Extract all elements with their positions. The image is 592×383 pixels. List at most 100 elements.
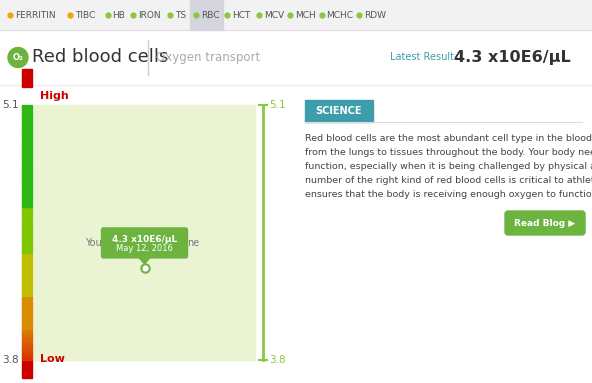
Bar (22, 211, 32, 214)
Bar (22, 339, 32, 342)
Bar (22, 186, 32, 189)
Bar (22, 173, 32, 177)
Bar (22, 331, 32, 334)
Bar (22, 257, 32, 260)
Bar (22, 237, 32, 240)
Text: O₂: O₂ (12, 53, 23, 62)
Bar (22, 120, 32, 123)
Bar (22, 183, 32, 187)
Text: Read Blog ▶: Read Blog ▶ (514, 218, 575, 228)
Bar (22, 128, 32, 131)
Bar (22, 158, 32, 161)
Text: FERRITIN: FERRITIN (15, 10, 56, 20)
Bar (22, 293, 32, 296)
Bar (22, 283, 32, 286)
Bar (22, 112, 32, 115)
Bar (22, 232, 32, 235)
Text: from the lungs to tissues throughout the body. Your body needs oxygen to: from the lungs to tissues throughout the… (305, 148, 592, 157)
Bar (22, 224, 32, 228)
Bar (22, 194, 32, 197)
Bar (22, 201, 32, 205)
Bar (22, 357, 32, 360)
Bar (22, 153, 32, 156)
Text: MCHC: MCHC (327, 10, 353, 20)
Bar (22, 196, 32, 199)
Bar (22, 217, 32, 220)
Bar (0, 0, 592, 30)
Bar (22, 245, 32, 248)
Bar (22, 288, 32, 291)
Bar (22, 209, 32, 212)
Bar (22, 125, 32, 128)
Bar (22, 291, 32, 294)
Bar (22, 308, 32, 311)
Text: May 12, 2016: May 12, 2016 (116, 244, 173, 253)
Bar (22, 347, 32, 350)
Bar (22, 306, 32, 309)
Bar (22, 344, 32, 347)
FancyBboxPatch shape (505, 211, 585, 235)
Text: MCV: MCV (264, 10, 284, 20)
Bar (22, 189, 32, 192)
Bar (22, 115, 32, 118)
Bar (22, 321, 32, 324)
Text: HB: HB (112, 10, 126, 20)
Bar (22, 222, 32, 225)
Bar (22, 260, 32, 263)
Bar (22, 191, 32, 194)
Bar (22, 122, 32, 125)
Bar (22, 250, 32, 253)
Bar (22, 105, 32, 108)
Bar (22, 314, 32, 317)
Bar (22, 352, 32, 355)
Text: Red blood cells are the most abundant cell type in the blood, and carry oxygen: Red blood cells are the most abundant ce… (305, 134, 592, 143)
Bar (22, 199, 32, 202)
Bar (22, 181, 32, 184)
Text: MCH: MCH (295, 10, 316, 20)
Bar (22, 176, 32, 179)
Text: 4.3 x10E6/μL: 4.3 x10E6/μL (454, 50, 571, 65)
Polygon shape (137, 256, 152, 264)
Bar (22, 151, 32, 154)
Text: 4.3 x10E6/μL: 4.3 x10E6/μL (112, 234, 177, 244)
Bar (22, 117, 32, 120)
Bar (22, 168, 32, 171)
Text: TS: TS (175, 10, 186, 20)
Text: IRON: IRON (138, 10, 161, 20)
Text: Low: Low (40, 354, 65, 364)
Text: Red blood cells: Red blood cells (32, 49, 168, 67)
Text: You: You (85, 238, 101, 248)
Text: ensures that the body is receiving enough oxygen to function optimally.: ensures that the body is receiving enoug… (305, 190, 592, 199)
Bar (22, 316, 32, 319)
Bar (22, 145, 32, 148)
FancyBboxPatch shape (101, 228, 188, 258)
Bar (22, 155, 32, 159)
Bar (22, 135, 32, 138)
Text: Oxygen transport: Oxygen transport (156, 51, 260, 64)
Bar (22, 278, 32, 281)
Text: RDW: RDW (364, 10, 386, 20)
Bar (22, 163, 32, 166)
Bar (22, 303, 32, 306)
Bar (22, 263, 32, 266)
Bar (22, 280, 32, 283)
Bar (22, 265, 32, 268)
Bar (22, 255, 32, 258)
Bar (22, 319, 32, 322)
Bar (22, 311, 32, 314)
Bar (22, 298, 32, 301)
Bar (22, 137, 32, 141)
Bar (22, 296, 32, 299)
Bar (305, 100, 373, 122)
Text: 3.8: 3.8 (2, 355, 19, 365)
Text: number of the right kind of red blood cells is critical to athletic performance,: number of the right kind of red blood ce… (305, 176, 592, 185)
Text: SCIENCE: SCIENCE (316, 106, 362, 116)
Bar (34, 105, 255, 360)
Bar (22, 204, 32, 207)
Bar (22, 349, 32, 352)
Bar (22, 324, 32, 327)
Bar (22, 360, 32, 378)
Bar (22, 69, 32, 87)
Bar (22, 140, 32, 143)
Bar (22, 107, 32, 110)
